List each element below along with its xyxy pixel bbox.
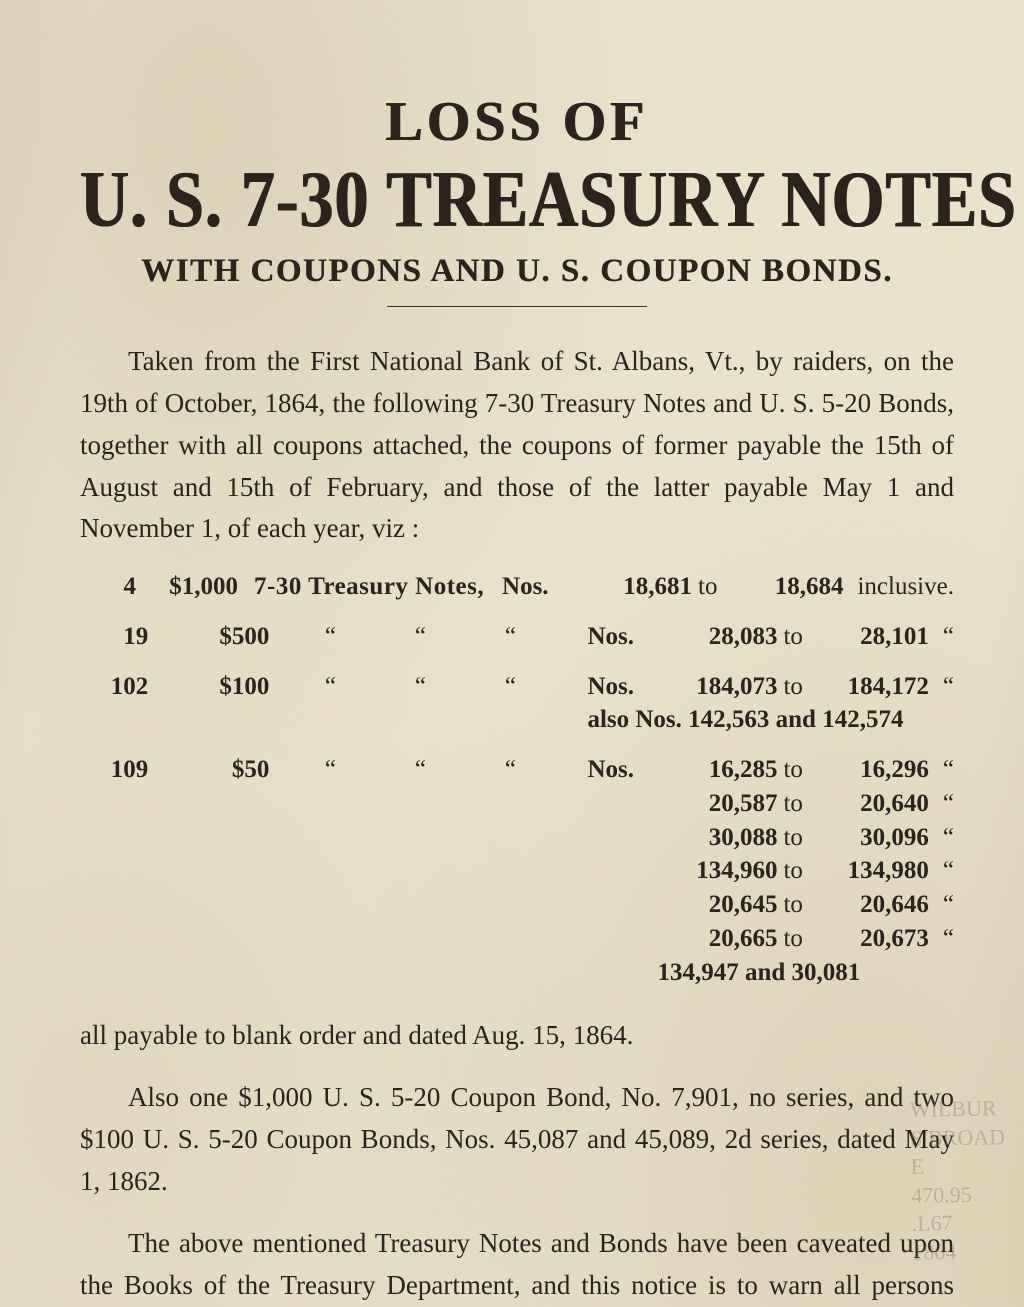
qty: 109 bbox=[80, 753, 162, 787]
title-block: LOSS OF U. S. 7-30 TREASURY NOTES WITH C… bbox=[80, 90, 954, 307]
notes-listing: 4$1,0007-30 Treasury Notes,Nos.18,681to1… bbox=[80, 570, 954, 989]
description: 7-30 Treasury Notes, bbox=[254, 570, 502, 604]
pencil-line: S BROAD bbox=[910, 1123, 1005, 1153]
title-line-2: U. S. 7-30 TREASURY NOTES bbox=[80, 153, 954, 246]
listing-row: 102$100“““Nos.184,073to184,172“also Nos.… bbox=[80, 670, 954, 738]
serial-numbers: Nos.16,285to16,296“20,587to20,640“30,088… bbox=[587, 753, 954, 989]
denomination: $1,000 bbox=[150, 570, 254, 604]
bonds-paragraph: Also one $1,000 U. S. 5-20 Coupon Bond, … bbox=[80, 1077, 954, 1203]
broadside-page: LOSS OF U. S. 7-30 TREASURY NOTES WITH C… bbox=[0, 0, 1024, 1307]
warning-paragraph: The above mentioned Treasury Notes and B… bbox=[80, 1223, 954, 1307]
serial-numbers: Nos.18,681to18,684inclusive. bbox=[502, 570, 954, 604]
serial-numbers: Nos.184,073to184,172“also Nos. 142,563 a… bbox=[587, 670, 954, 738]
listing-row: 19$500“““Nos.28,083to28,101“ bbox=[80, 620, 954, 654]
after-list-line: all payable to blank order and dated Aug… bbox=[80, 1015, 954, 1057]
serial-numbers: Nos.28,083to28,101“ bbox=[587, 620, 954, 654]
pencil-line: 1864 bbox=[912, 1238, 1007, 1268]
listing-row: 4$1,0007-30 Treasury Notes,Nos.18,681to1… bbox=[80, 570, 954, 604]
title-line-3: WITH COUPONS AND U. S. COUPON BONDS. bbox=[80, 253, 954, 290]
qty: 19 bbox=[80, 620, 162, 654]
description: “““ bbox=[285, 753, 587, 787]
qty: 4 bbox=[80, 570, 150, 604]
intro-paragraph: Taken from the First National Bank of St… bbox=[80, 341, 954, 550]
pencil-line: 470.95 bbox=[911, 1180, 1006, 1210]
denomination: $50 bbox=[162, 753, 285, 787]
title-line-1: LOSS OF bbox=[80, 90, 954, 154]
denomination: $500 bbox=[162, 620, 285, 654]
ornament-rule bbox=[387, 306, 647, 307]
listing-row: 109$50“““Nos.16,285to16,296“20,587to20,6… bbox=[80, 753, 954, 989]
pencil-annotations: WILBURS BROADE470.95.L671864 bbox=[910, 1095, 1008, 1268]
pencil-line: .L67 bbox=[912, 1209, 1007, 1239]
pencil-line: E bbox=[911, 1152, 1006, 1182]
pencil-line: WILBUR bbox=[910, 1095, 1005, 1125]
qty: 102 bbox=[80, 670, 162, 704]
denomination: $100 bbox=[162, 670, 285, 704]
description: “““ bbox=[285, 670, 587, 704]
description: “““ bbox=[285, 620, 587, 654]
